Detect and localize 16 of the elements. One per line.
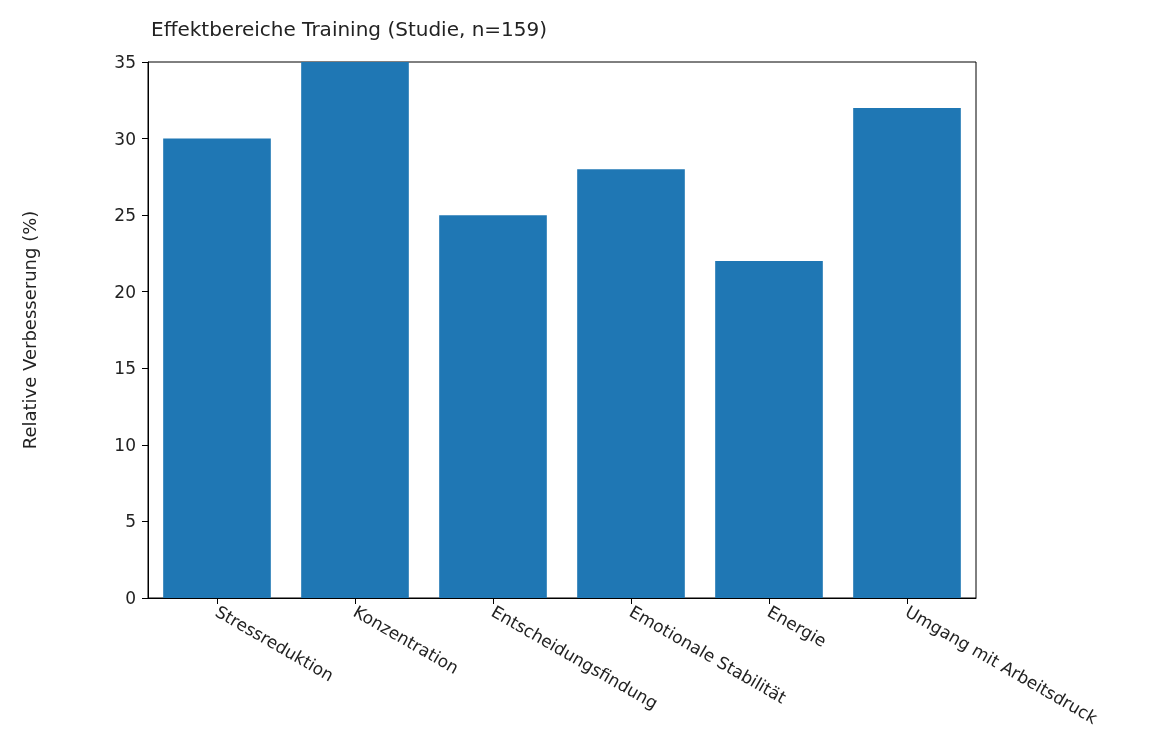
bar: [577, 169, 685, 598]
y-tick-label: 15: [114, 358, 136, 379]
y-tick-label: 5: [125, 511, 136, 532]
y-axis-title: Relative Verbesserung (%): [18, 210, 40, 450]
bar: [715, 261, 823, 598]
chart-title: Effektbereiche Training (Studie, n=159): [151, 17, 548, 41]
bar: [163, 138, 271, 598]
y-tick-label: 0: [125, 588, 136, 608]
y-tick-label: 20: [114, 281, 136, 302]
y-tick-label: 35: [114, 52, 136, 72]
y-tick-label: 25: [114, 205, 136, 226]
y-tick-label: 30: [114, 128, 136, 149]
bar: [439, 215, 547, 598]
bar: [301, 62, 409, 598]
bar: [853, 107, 961, 598]
y-tick-label: 10: [114, 434, 136, 455]
